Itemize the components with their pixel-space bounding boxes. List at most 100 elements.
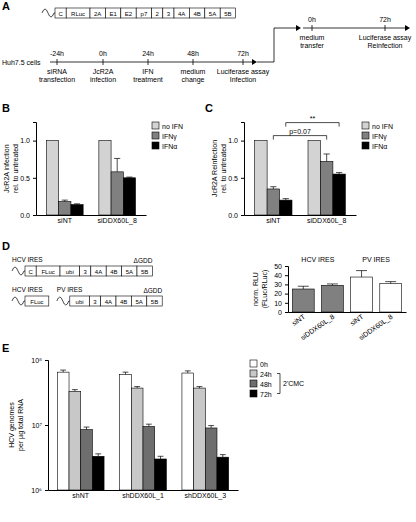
error-bar	[123, 372, 129, 374]
event-label: siRNA	[47, 68, 67, 75]
y-axis-title: rel. to untreated	[12, 144, 19, 193]
error-bar	[185, 371, 191, 373]
y-axis: 0.00.51.0	[20, 123, 36, 219]
gene-box	[220, 8, 235, 18]
gene-box	[66, 8, 90, 18]
annotation-label: p=0.07	[289, 128, 311, 136]
gene-label: 2A	[94, 11, 101, 17]
y-tick: 0.5	[20, 175, 36, 182]
event-label: medium	[181, 68, 206, 75]
timeline-line	[50, 62, 252, 63]
gene-box	[101, 296, 116, 306]
gene-label: 5A	[209, 11, 216, 17]
x-tick-label: shNT	[72, 492, 89, 499]
chart-texts: norm. RLU(FLuc/RLuc)HCV IRESPV IRES	[252, 256, 390, 308]
timeline-line	[303, 28, 405, 29]
event-label: medium	[300, 34, 325, 41]
gene-label: 4B	[110, 269, 117, 275]
y-tick-mark	[45, 360, 48, 361]
gene-label: 5A	[135, 299, 142, 305]
y-tick-mark	[33, 215, 36, 216]
gene-label: E1	[109, 11, 117, 17]
y-axis-line	[241, 123, 245, 216]
y-tick-mark	[241, 178, 244, 179]
marks	[46, 141, 135, 215]
gene-box	[70, 296, 90, 306]
timeline-tick	[103, 59, 104, 65]
panel-a: CRLuc2AE1E2p7234A4B5A5BHuh7.5 cells-24hs…	[2, 8, 412, 84]
gene-box	[137, 266, 152, 276]
gene-box	[25, 266, 36, 276]
y-tick-mark	[285, 303, 288, 304]
timeline-tick	[243, 59, 244, 65]
bar	[155, 459, 167, 490]
error-bar	[327, 284, 338, 285]
legend-swatch	[250, 360, 257, 367]
annotation: 2'CMC	[277, 374, 304, 394]
y-tick-label: 20	[274, 290, 282, 297]
gene-label: FLuc	[30, 299, 43, 305]
x-tick: siDDX60L_8	[307, 217, 346, 225]
arrow-head	[296, 25, 301, 31]
cells-label: Huh7.5 cells	[2, 59, 41, 66]
x-tick: siDDX60L_8	[98, 217, 137, 225]
x-axis: siNT siDDX60L_8	[245, 216, 357, 225]
y-tick: 0.0	[20, 212, 36, 219]
group-label: HCV IRES	[301, 256, 334, 263]
bar	[205, 428, 217, 490]
legend-swatch	[152, 122, 159, 129]
error-bar	[62, 200, 68, 201]
time-label: 0h	[308, 16, 316, 23]
x-tick: shNT	[72, 492, 89, 499]
event-label: transfection	[39, 76, 75, 83]
gene-box	[205, 8, 220, 18]
arrow-head	[405, 25, 410, 31]
chart: 0.00.51.0siNTsiDDX60L_8JcR2A Reinfection…	[211, 115, 393, 225]
y-axis-title: per µg total RNA	[17, 399, 25, 451]
timeline-tick	[385, 25, 386, 31]
bar	[308, 141, 320, 215]
y-tick-label: 0	[278, 309, 282, 316]
event-label: Reinfection	[367, 42, 402, 49]
event-label: JcR2A	[93, 68, 114, 75]
legend: no IFNIFNγIFNα	[152, 122, 183, 150]
x-tick-label: siNT	[266, 217, 281, 224]
bar	[111, 172, 123, 215]
y-tick-label: 0.0	[228, 212, 238, 219]
chart-texts: JcR2A infectionrel. to untreated	[3, 144, 19, 193]
gene-box	[25, 296, 49, 306]
bar	[131, 388, 143, 490]
gene-label: 3	[93, 299, 97, 305]
ires-label: HCV IRES	[12, 256, 43, 263]
bar	[333, 174, 345, 215]
gene-label: E2	[125, 11, 133, 17]
legend-label: no IFN	[372, 123, 393, 130]
y-tick: 40	[274, 272, 288, 279]
y-axis-line	[33, 123, 37, 216]
error-bar	[385, 282, 396, 284]
legend-swatch	[152, 142, 159, 149]
y-axis-line	[285, 267, 289, 313]
x-tick: siNT	[349, 313, 365, 327]
y-tick-label: 50	[274, 263, 282, 270]
x-tick-label: siNT	[349, 313, 365, 327]
gene-label: 2	[156, 11, 160, 17]
transfer-arrow	[257, 28, 296, 62]
legend-swatch	[152, 132, 159, 139]
legend-label: IFNα	[372, 143, 387, 150]
y-axis: 10⁶10⁷10⁸	[31, 357, 48, 494]
bar	[267, 189, 279, 215]
gene-label: 4A	[178, 11, 185, 17]
time-label: 72h	[379, 16, 391, 23]
legend-label: 0h	[260, 361, 268, 368]
event-label: Luciferase assay	[359, 34, 412, 42]
gene-box	[152, 8, 163, 18]
panel-label: D	[2, 240, 10, 252]
y-tick: 10	[274, 300, 288, 307]
gene-box	[163, 8, 174, 18]
chart: 10⁶10⁷10⁸shNTshDDX60L_1shDDX60L_3HCV gen…	[8, 357, 304, 500]
annotation-label: 2'CMC	[283, 380, 304, 387]
gene-box	[106, 266, 121, 276]
y-tick: 20	[274, 290, 288, 297]
x-tick: siNT	[290, 313, 306, 327]
